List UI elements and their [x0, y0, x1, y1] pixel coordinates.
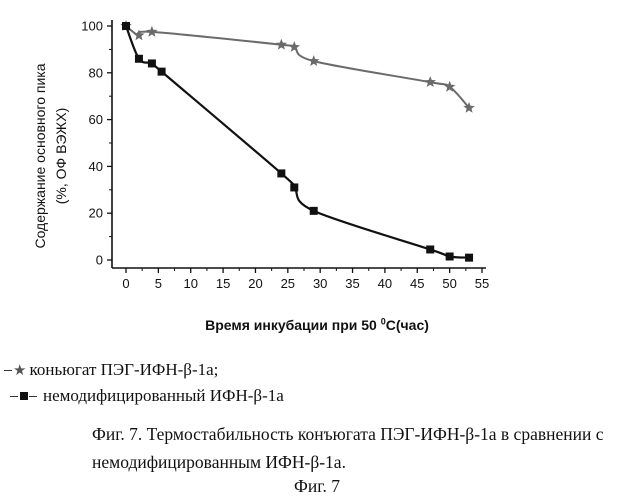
x-tick-label: 0	[122, 276, 129, 291]
y-tick-label: 20	[89, 206, 103, 221]
series-2-point	[310, 207, 318, 215]
series-1-point	[289, 41, 300, 52]
x-axis-label: Время инкубации при 50 0C(час)	[205, 317, 429, 333]
legend-item-conjugate: ★ коньюгат ПЭГ-ИФН-β-1а;	[4, 357, 284, 383]
series-2-point	[122, 22, 130, 30]
legend-item-unmodified: немодифицированный ИФН-β-1а	[4, 383, 284, 409]
star-marker-icon: ★	[13, 357, 26, 383]
legend: ★ коньюгат ПЭГ-ИФН-β-1а; немодифицирован…	[4, 357, 284, 409]
legend-dash	[29, 396, 37, 397]
series-2-point	[277, 169, 285, 177]
legend-dash	[4, 370, 12, 371]
series-1-point	[276, 39, 287, 50]
y-axis-label-line2: (%, ОФ ВЭЖХ)	[53, 108, 69, 204]
x-tick-label: 55	[475, 276, 489, 291]
series-1-point	[146, 26, 157, 37]
series-2-point	[465, 254, 473, 262]
series-2-point	[135, 55, 143, 63]
figure-label: Фиг. 7	[0, 476, 634, 497]
x-tick-label: 35	[345, 276, 359, 291]
x-axis-label-unit: C(час)	[386, 317, 429, 333]
x-tick-label: 20	[248, 276, 262, 291]
legend-label-conjugate: коньюгат ПЭГ-ИФН-β-1а;	[29, 357, 218, 383]
x-tick-label: 50	[442, 276, 456, 291]
legend-dash	[10, 396, 18, 397]
y-tick-label: 0	[96, 253, 103, 268]
series-2-point	[426, 245, 434, 253]
square-marker-icon	[20, 392, 28, 400]
series-1-point	[308, 55, 319, 66]
series-2-point	[446, 252, 454, 260]
y-tick-label: 60	[89, 112, 103, 127]
figure-caption: Фиг. 7. Термостабильность конъюгата ПЭГ-…	[92, 420, 632, 476]
x-tick-label: 25	[281, 276, 295, 291]
x-tick-label: 40	[378, 276, 392, 291]
x-axis-label-main: Время инкубации при 50	[205, 317, 377, 333]
series-2-point	[158, 68, 166, 76]
series-2-point	[148, 59, 156, 67]
chart: 0 5 10 15 20 25 30 35 40 45 50 55 0 20 40 60 80 100 Содер…	[0, 0, 634, 340]
x-tick-label: 10	[183, 276, 197, 291]
y-tick-label: 80	[89, 65, 103, 80]
y-tick-label: 100	[81, 19, 103, 34]
y-axis-label-line1: Содержание основного пика	[32, 63, 48, 248]
series-line-1	[126, 26, 469, 108]
series-2-point	[290, 183, 298, 191]
x-tick-label: 45	[410, 276, 424, 291]
y-tick-label: 40	[89, 159, 103, 174]
x-tick-label: 5	[155, 276, 162, 291]
plot-area: 0 5 10 15 20 25 30 35 40 45 50 55 0 20 40 60 80 100	[81, 19, 489, 292]
series-1-point	[425, 76, 436, 87]
x-axis-label-wrap: Время инкубации при 50 0C(час)	[0, 316, 634, 335]
x-tick-label: 30	[313, 276, 327, 291]
x-tick-label: 15	[216, 276, 230, 291]
series-line-2	[126, 26, 469, 258]
legend-label-unmodified: немодифицированный ИФН-β-1а	[43, 383, 284, 409]
